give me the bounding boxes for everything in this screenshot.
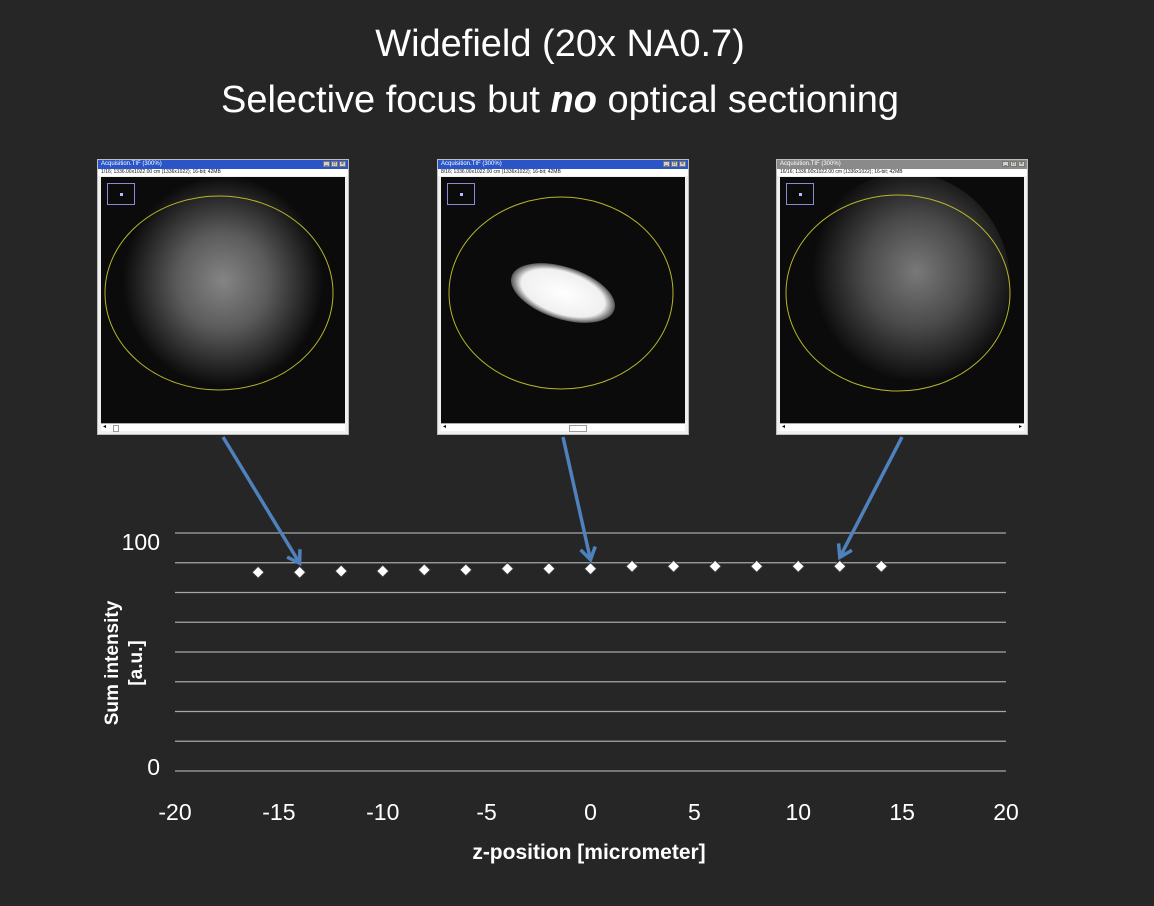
arrow-head [286, 549, 302, 567]
data-point [417, 563, 432, 577]
focused-cell-image [448, 196, 674, 390]
arrow-line [561, 436, 593, 561]
blurred-cell-image [104, 177, 334, 391]
minimize-icon[interactable]: _ [1002, 161, 1009, 167]
x-axis-label: z-position [micrometer] [472, 841, 705, 864]
subtitle-text-start: Selective focus but [220, 79, 551, 121]
window-title: Acquisition.TIF (300%) [441, 161, 502, 167]
image-window-z-0[interactable]: Acquisition.TIF (300%) _ □ × 8/16; 1336.00… [437, 159, 689, 435]
close-icon[interactable]: × [1018, 161, 1025, 167]
x-tick-label: -10 [366, 799, 399, 825]
minimize-icon[interactable]: _ [663, 161, 670, 167]
y-axis-label-line1: Sum intensity [102, 600, 123, 725]
image-window-z-minus14[interactable]: Acquisition.TIF (300%) _ □ × 1/16; 1336.00… [97, 159, 349, 435]
x-tick-label: -20 [158, 799, 191, 825]
navigator-box [786, 183, 814, 205]
scroll-left-icon[interactable]: ◂ [782, 424, 786, 430]
scroll-right-icon[interactable]: ▸ [1018, 424, 1022, 430]
scrollbar-thumb[interactable] [569, 425, 587, 432]
x-tick-label: -5 [476, 799, 496, 825]
y-tick-label: 0 [147, 754, 160, 780]
micrograph-image[interactable] [101, 177, 345, 423]
data-point [708, 559, 722, 574]
y-tick-label: 100 [122, 529, 160, 555]
micrograph-image[interactable] [441, 177, 685, 423]
x-tick-label: 0 [584, 799, 597, 825]
navigator-box [447, 183, 475, 205]
slide-subtitle: Selective focus but no optical sectionin… [0, 78, 1120, 122]
x-tick-label: 15 [889, 799, 915, 825]
horizontal-scrollbar[interactable]: ◂ [441, 423, 685, 432]
horizontal-scrollbar[interactable]: ◂ [101, 423, 345, 432]
x-tick-labels: -20 -15 -10 -5 0 5 10 15 20 [158, 799, 1018, 825]
window-info: 8/16; 1336.00x1022.00 cm (1336x1022); 16… [438, 169, 688, 176]
window-info: 1/16; 1336.00x1022.00 cm (1336x1022); 16… [98, 169, 348, 176]
data-point [251, 565, 265, 579]
horizontal-scrollbar[interactable]: ◂ ▸ [780, 423, 1024, 431]
window-title: Acquisition.TIF (300%) [780, 161, 841, 167]
data-point [459, 563, 473, 577]
data-point [874, 559, 889, 574]
data-point [542, 561, 556, 576]
arrow-line [838, 436, 904, 559]
subtitle-text-end: optical sectioning [596, 79, 900, 121]
scroll-left-icon[interactable]: ◂ [443, 424, 447, 430]
subtitle-emphasis: no [550, 79, 597, 121]
slide-title: Widefield (20x NA0.7) [375, 23, 745, 65]
scroll-left-icon[interactable]: ◂ [103, 424, 107, 430]
data-point [833, 559, 847, 574]
data-points [251, 559, 889, 579]
y-axis-label-line2: [a.u.] [126, 640, 147, 685]
data-point [791, 559, 805, 574]
x-tick-label: 10 [785, 799, 811, 825]
data-point [583, 561, 598, 576]
maximize-icon[interactable]: □ [671, 161, 678, 167]
window-titlebar[interactable]: Acquisition.TIF (300%) _ □ × [777, 160, 1027, 169]
arrow-head [579, 545, 597, 563]
blurred-cell-image [785, 177, 1011, 393]
x-tick-label: 20 [993, 799, 1019, 825]
maximize-icon[interactable]: □ [1010, 161, 1017, 167]
window-titlebar[interactable]: Acquisition.TIF (300%) _ □ × [98, 160, 348, 169]
data-point [376, 564, 390, 578]
maximize-icon[interactable]: □ [331, 161, 338, 167]
data-point [666, 559, 681, 574]
window-info: 16/16; 1336.00x1022.00 cm (1336x1022); 1… [777, 169, 1027, 176]
scrollbar-thumb[interactable] [113, 425, 119, 432]
data-point [500, 561, 515, 576]
arrow-line [221, 436, 302, 565]
x-tick-label: -15 [262, 799, 295, 825]
data-point [749, 559, 764, 574]
data-point [334, 564, 348, 578]
image-window-z-12[interactable]: Acquisition.TIF (300%) _ □ × 16/16; 1336.0… [776, 159, 1028, 435]
data-point [292, 565, 307, 579]
close-icon[interactable]: × [679, 161, 686, 167]
close-icon[interactable]: × [339, 161, 346, 167]
window-arrows [221, 436, 904, 567]
arrow-head [836, 543, 853, 561]
minimize-icon[interactable]: _ [323, 161, 330, 167]
window-titlebar[interactable]: Acquisition.TIF (300%) _ □ × [438, 160, 688, 169]
y-tick-labels: 0 100 [122, 529, 160, 780]
x-tick-label: 5 [688, 799, 701, 825]
navigator-box [107, 183, 135, 205]
data-point [625, 559, 639, 574]
micrograph-image[interactable] [780, 177, 1024, 423]
window-title: Acquisition.TIF (300%) [101, 161, 162, 167]
